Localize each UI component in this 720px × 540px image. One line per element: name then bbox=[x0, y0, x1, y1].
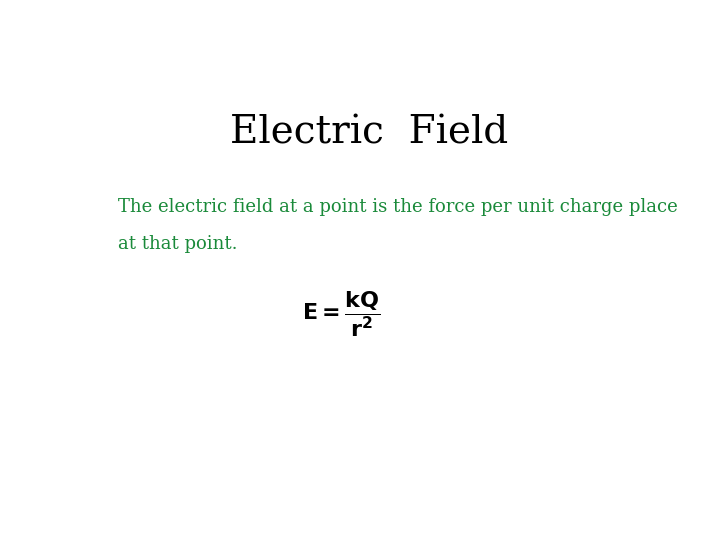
Text: at that point.: at that point. bbox=[118, 235, 238, 253]
Text: The electric field at a point is the force per unit charge place: The electric field at a point is the for… bbox=[118, 198, 678, 216]
Text: $\mathbf{E = \dfrac{kQ}{r^2}}$: $\mathbf{E = \dfrac{kQ}{r^2}}$ bbox=[302, 289, 380, 339]
Text: Electric  Field: Electric Field bbox=[230, 114, 508, 152]
